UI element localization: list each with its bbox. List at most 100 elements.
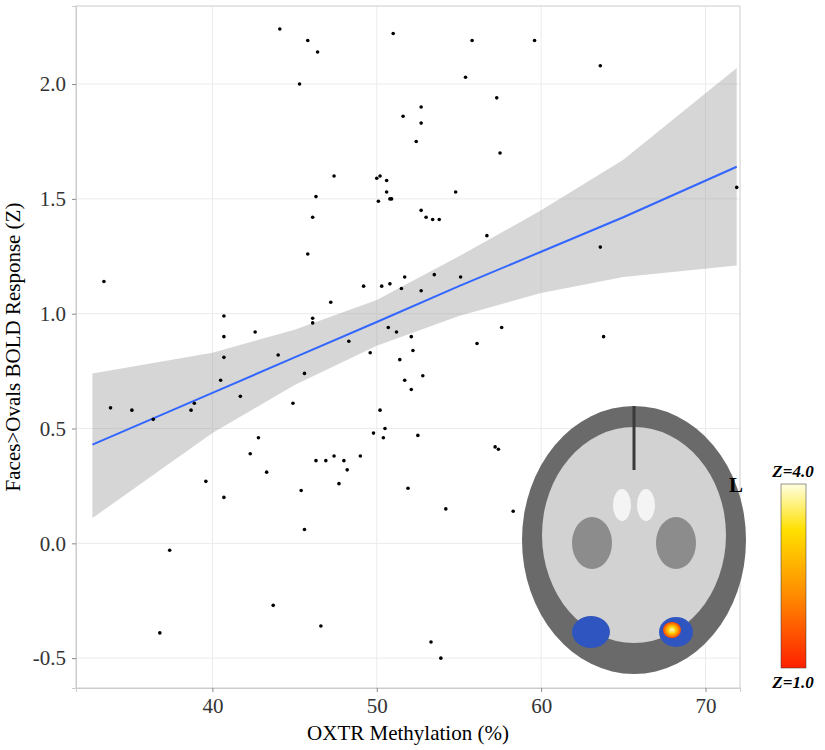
tick-label: 50 — [367, 694, 388, 718]
point — [378, 174, 382, 178]
point — [102, 280, 106, 284]
points — [102, 27, 738, 660]
colorbar — [781, 484, 806, 668]
point — [337, 482, 341, 486]
point — [158, 631, 162, 635]
point — [375, 176, 379, 180]
point — [332, 454, 336, 458]
point — [306, 252, 310, 256]
point — [419, 105, 423, 109]
point — [359, 454, 363, 458]
point — [204, 480, 208, 484]
point — [362, 284, 366, 288]
point — [248, 452, 252, 456]
amygdala-roi — [659, 617, 693, 647]
point — [324, 459, 328, 463]
point — [398, 358, 402, 362]
tick: 60 — [531, 688, 552, 718]
point — [400, 287, 404, 291]
point — [222, 356, 226, 360]
brain-nucleus — [656, 517, 696, 569]
point — [493, 445, 497, 449]
point — [386, 326, 390, 330]
point — [303, 372, 307, 376]
point — [409, 388, 413, 392]
point — [239, 395, 243, 399]
tick: 2.0 — [40, 72, 76, 96]
point — [189, 408, 193, 412]
point — [319, 624, 323, 628]
annotation: L — [729, 473, 743, 497]
point — [265, 470, 269, 474]
brain-ventricle — [613, 489, 631, 521]
tick: 0.0 — [40, 532, 76, 556]
point — [257, 436, 261, 440]
tick-label: -0.5 — [33, 646, 66, 670]
grid — [76, 6, 740, 688]
point — [424, 215, 428, 219]
tick-mark — [212, 688, 213, 692]
fit-line — [92, 167, 736, 445]
point — [368, 351, 372, 355]
point — [419, 209, 423, 213]
point — [432, 273, 436, 277]
tick: 40 — [202, 688, 223, 718]
tick-label: 0.0 — [40, 532, 66, 556]
point — [403, 275, 407, 279]
plot-area — [92, 27, 738, 660]
tick-label: 1.5 — [40, 187, 66, 211]
point — [409, 335, 413, 339]
point — [219, 378, 223, 382]
point — [431, 218, 435, 222]
point — [109, 406, 113, 410]
point — [222, 335, 226, 339]
tick-mark — [72, 543, 76, 544]
point — [598, 64, 602, 68]
point — [271, 604, 275, 608]
point — [735, 186, 739, 190]
point — [345, 468, 349, 472]
point — [372, 431, 376, 435]
point — [303, 528, 307, 532]
point — [498, 151, 502, 155]
point — [391, 32, 395, 36]
point — [378, 408, 382, 412]
point — [414, 140, 418, 144]
point — [276, 353, 280, 357]
point — [193, 401, 197, 405]
point — [168, 548, 172, 552]
point — [306, 39, 310, 43]
point — [511, 509, 515, 513]
point — [385, 179, 389, 183]
point — [316, 50, 320, 54]
point — [311, 316, 315, 320]
point — [278, 27, 282, 31]
tick-mark — [72, 84, 76, 85]
y-axis: -0.50.00.51.01.52.0 — [33, 7, 77, 689]
point — [497, 447, 501, 451]
point — [382, 436, 386, 440]
point — [403, 378, 407, 382]
point — [377, 199, 381, 203]
x-axis-title: OXTR Methylation (%) — [307, 721, 509, 745]
point — [329, 300, 333, 304]
point — [416, 434, 420, 438]
tick: 0.5 — [40, 417, 76, 441]
tick-label: 2.0 — [40, 72, 66, 96]
tick-mark — [72, 429, 76, 430]
point — [222, 496, 226, 500]
point — [485, 234, 489, 238]
point — [437, 218, 441, 222]
point — [332, 174, 336, 178]
y-axis-title: Faces>Ovals BOLD Response (Z) — [1, 203, 25, 492]
colorbar-label: Z=1.0 — [771, 673, 814, 692]
point — [411, 349, 415, 353]
chart: 40506070-0.50.00.51.01.52.0OXTR Methylat… — [0, 0, 825, 750]
grid-line — [212, 6, 213, 688]
point — [314, 195, 318, 199]
point — [439, 656, 443, 660]
tick: 1.5 — [40, 187, 76, 211]
grid-line — [376, 6, 377, 688]
tick: -0.5 — [33, 646, 76, 670]
point — [598, 245, 602, 249]
